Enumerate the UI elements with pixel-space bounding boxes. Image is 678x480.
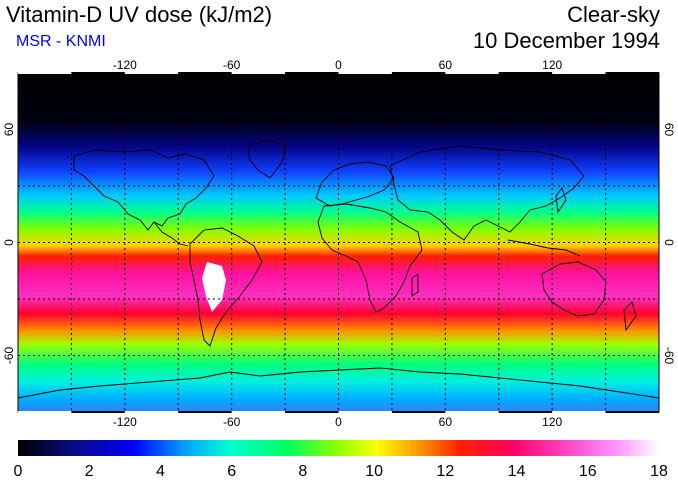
lon-tick-top: -120 [113,58,137,72]
colorbar-label: 18 [650,463,668,480]
asia-coast [389,145,585,241]
lon-tick-bottom: -60 [223,415,241,429]
lat-tick-right: 0 [662,239,676,246]
colorbar [18,440,659,456]
colorbar-label: 4 [156,463,165,480]
colorbar-labels: 0 2 4 6 8 10 12 14 16 18 [14,463,668,480]
frame-tick-bottom [178,411,232,413]
new-zealand-coast [623,301,637,332]
frame-tick-bottom [552,411,606,413]
lat-tick-left: 60 [2,123,16,137]
sky-condition: Clear-sky [567,2,660,27]
lon-tick-top: 60 [439,58,453,72]
australia-coast [541,261,607,317]
frame-tick-bottom [391,411,446,413]
frame-tick-bottom [498,411,553,413]
frame-tick-bottom [124,411,179,413]
frame-tick-bottom [605,411,659,413]
frame-tick-top [391,72,446,74]
longitude-labels-bottom: -120 -60 0 60 120 [113,415,563,429]
frame-tick-top [178,72,232,74]
colorbar-label: 0 [14,463,23,480]
map-date: 10 December 1994 [472,28,660,53]
colorbar-label: 16 [579,463,597,480]
frame-tick-bottom [445,411,499,413]
africa-coast [317,203,423,313]
antarctica-coast [18,367,659,399]
frame-tick-top [285,72,339,74]
lon-tick-bottom: 0 [335,415,342,429]
central-america-coast [153,221,189,247]
greenland-coast [247,139,287,179]
frame-tick-top [605,72,659,74]
map-title: Vitamin-D UV dose (kJ/m2) [6,2,273,27]
lon-tick-bottom: 60 [439,415,453,429]
colorbar-label: 8 [298,463,307,480]
frame-tick-top [124,72,179,74]
japan-coast [555,187,567,214]
latitude-labels-right: 60 0 -60 [662,123,676,365]
lat-tick-left: 0 [2,239,16,246]
south-america-coast [189,227,263,347]
lon-tick-bottom: -120 [113,415,137,429]
lon-tick-bottom: 120 [542,415,562,429]
lon-tick-top: 0 [335,58,342,72]
frame-tick-bottom [71,411,125,413]
indonesia-coast [507,239,581,257]
frame-tick-top [18,72,72,74]
frame-tick-marks [18,72,659,413]
colorbar-label: 10 [365,463,383,480]
lon-tick-top: -60 [223,58,241,72]
colorbar-label: 12 [436,463,454,480]
frame-tick-top [338,72,392,74]
frame-tick-top [498,72,553,74]
lat-tick-left: -60 [2,347,16,365]
frame-tick-bottom [231,411,286,413]
latitude-labels-left: 60 0 -60 [2,123,16,365]
madagascar-coast [411,273,419,297]
frame-tick-bottom [285,411,339,413]
source-label: MSR - KNMI [16,33,106,50]
frame-tick-bottom [18,411,72,413]
graticule [18,73,659,412]
frame-tick-top [71,72,125,74]
frame-tick-top [445,72,499,74]
colorbar-label: 6 [227,463,236,480]
north-america-coast [73,149,215,231]
lon-tick-top: 120 [542,58,562,72]
frame-tick-bottom [338,411,392,413]
frame-tick-top [552,72,606,74]
longitude-labels-top: -120 -60 0 60 120 [113,58,563,72]
frame-tick-top [231,72,286,74]
lat-tick-right: 60 [662,123,676,137]
colorbar-label: 14 [508,463,526,480]
colorbar-label: 2 [85,463,94,480]
lat-tick-right: -60 [662,347,676,365]
